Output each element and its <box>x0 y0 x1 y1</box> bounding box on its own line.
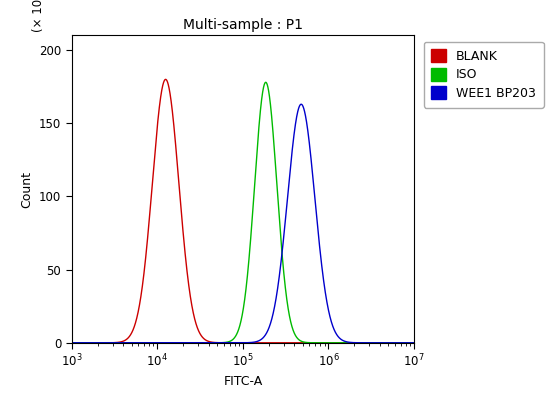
WEE1 BP203 <box>271 306 278 310</box>
Line: ISO: ISO <box>72 82 414 343</box>
WEE1 BP203 <box>341 338 347 343</box>
ISO <box>411 340 417 345</box>
BLANK <box>271 340 278 345</box>
BLANK <box>286 340 293 345</box>
BLANK <box>411 340 417 345</box>
WEE1 BP203 <box>286 178 293 182</box>
Y-axis label: Count: Count <box>20 171 34 208</box>
ISO <box>192 340 199 345</box>
Legend: BLANK, ISO, WEE1 BP203: BLANK, ISO, WEE1 BP203 <box>424 42 544 108</box>
BLANK <box>193 320 199 325</box>
WEE1 BP203 <box>68 340 75 345</box>
WEE1 BP203 <box>322 292 329 296</box>
ISO <box>341 340 347 345</box>
Line: WEE1 BP203: WEE1 BP203 <box>72 104 414 343</box>
ISO <box>86 340 92 345</box>
X-axis label: FITC-A: FITC-A <box>223 375 263 388</box>
ISO <box>286 312 293 317</box>
ISO <box>262 80 269 85</box>
Text: (× 10¹): (× 10¹) <box>33 0 45 32</box>
Title: Multi-sample : P1: Multi-sample : P1 <box>183 17 303 32</box>
ISO <box>68 340 75 345</box>
BLANK <box>162 77 169 82</box>
WEE1 BP203 <box>86 340 92 345</box>
ISO <box>322 340 329 345</box>
WEE1 BP203 <box>192 340 199 345</box>
BLANK <box>68 340 75 345</box>
WEE1 BP203 <box>298 102 305 107</box>
Line: BLANK: BLANK <box>72 79 414 343</box>
BLANK <box>322 340 329 345</box>
WEE1 BP203 <box>411 340 417 345</box>
BLANK <box>341 340 347 345</box>
ISO <box>271 147 278 152</box>
BLANK <box>86 340 92 345</box>
